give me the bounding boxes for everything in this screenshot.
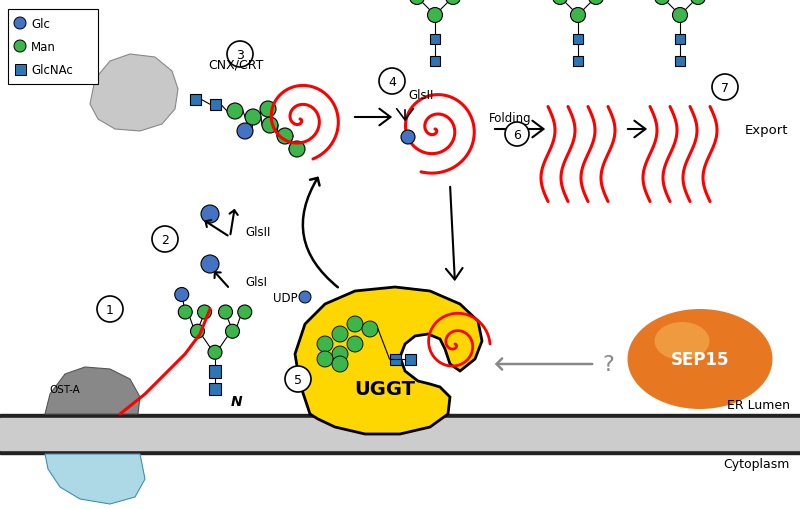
Circle shape <box>690 0 706 6</box>
Text: SEP15: SEP15 <box>670 350 730 369</box>
Bar <box>675 35 685 45</box>
Text: ?: ? <box>602 354 614 374</box>
Text: GlsII: GlsII <box>408 89 434 101</box>
Circle shape <box>332 346 348 362</box>
Circle shape <box>285 366 311 392</box>
Text: GlsII: GlsII <box>245 225 270 238</box>
Bar <box>14 64 26 75</box>
Polygon shape <box>45 367 140 414</box>
Circle shape <box>347 317 363 332</box>
Circle shape <box>446 0 461 6</box>
Circle shape <box>226 325 239 338</box>
Text: ER Lumen: ER Lumen <box>727 398 790 411</box>
Ellipse shape <box>627 309 773 409</box>
Text: Folding: Folding <box>489 111 531 124</box>
Bar <box>405 354 415 365</box>
Circle shape <box>198 305 211 319</box>
Text: N: N <box>231 394 243 408</box>
Circle shape <box>427 9 442 23</box>
Circle shape <box>227 42 253 68</box>
Text: Glc: Glc <box>31 17 50 31</box>
Circle shape <box>401 131 415 145</box>
Text: UDP: UDP <box>274 291 298 304</box>
Text: 5: 5 <box>294 373 302 386</box>
Circle shape <box>347 336 363 352</box>
Circle shape <box>505 123 529 147</box>
Circle shape <box>238 305 252 319</box>
Circle shape <box>174 288 189 302</box>
Circle shape <box>245 110 261 126</box>
Text: 6: 6 <box>513 128 521 141</box>
Bar <box>573 57 583 67</box>
Circle shape <box>227 104 243 120</box>
Text: 4: 4 <box>388 75 396 89</box>
Circle shape <box>277 129 293 145</box>
Circle shape <box>654 0 670 6</box>
Ellipse shape <box>654 322 710 360</box>
Circle shape <box>673 9 687 23</box>
Text: Man: Man <box>31 40 56 53</box>
Circle shape <box>218 305 233 319</box>
Circle shape <box>589 0 603 6</box>
Circle shape <box>201 206 219 223</box>
Text: CNX/CRT: CNX/CRT <box>208 59 263 71</box>
Bar <box>573 35 583 45</box>
Circle shape <box>332 356 348 372</box>
Circle shape <box>410 0 425 6</box>
Circle shape <box>379 69 405 95</box>
Circle shape <box>178 305 192 319</box>
Circle shape <box>152 227 178 252</box>
Circle shape <box>553 0 567 6</box>
Bar <box>190 94 201 105</box>
Bar <box>210 99 221 110</box>
Bar <box>8 10 98 85</box>
Circle shape <box>289 142 305 158</box>
Polygon shape <box>295 288 482 434</box>
Bar <box>209 365 222 378</box>
Circle shape <box>208 346 222 359</box>
Circle shape <box>317 351 333 367</box>
Polygon shape <box>45 454 145 504</box>
Circle shape <box>97 296 123 322</box>
Text: 2: 2 <box>161 233 169 246</box>
Text: 1: 1 <box>106 303 114 316</box>
Circle shape <box>260 102 276 118</box>
Circle shape <box>317 336 333 352</box>
Polygon shape <box>90 55 178 132</box>
Bar <box>430 57 440 67</box>
Text: Cytoplasm: Cytoplasm <box>724 457 790 470</box>
Text: OST-A: OST-A <box>50 384 80 394</box>
Circle shape <box>14 18 26 30</box>
Circle shape <box>237 124 253 140</box>
Bar <box>209 383 222 395</box>
Circle shape <box>712 75 738 101</box>
Text: GlcNAc: GlcNAc <box>31 64 73 76</box>
Bar <box>0 414 800 454</box>
Bar <box>675 57 685 67</box>
Circle shape <box>190 325 205 338</box>
Text: UGGT: UGGT <box>354 380 415 399</box>
Bar <box>0 418 800 450</box>
Circle shape <box>14 41 26 53</box>
Bar <box>430 35 440 45</box>
Bar <box>390 354 401 365</box>
Circle shape <box>570 9 586 23</box>
Circle shape <box>362 321 378 337</box>
Circle shape <box>262 118 278 134</box>
Text: 7: 7 <box>721 81 729 94</box>
Circle shape <box>332 326 348 343</box>
Text: Export: Export <box>745 123 789 136</box>
Circle shape <box>299 292 311 303</box>
Text: GlsI: GlsI <box>245 276 267 289</box>
Circle shape <box>201 256 219 273</box>
Text: 3: 3 <box>236 48 244 62</box>
